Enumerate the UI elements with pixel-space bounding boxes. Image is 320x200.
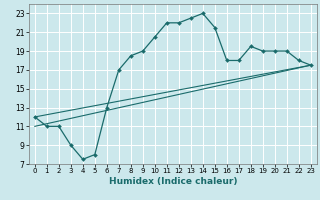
X-axis label: Humidex (Indice chaleur): Humidex (Indice chaleur): [108, 177, 237, 186]
